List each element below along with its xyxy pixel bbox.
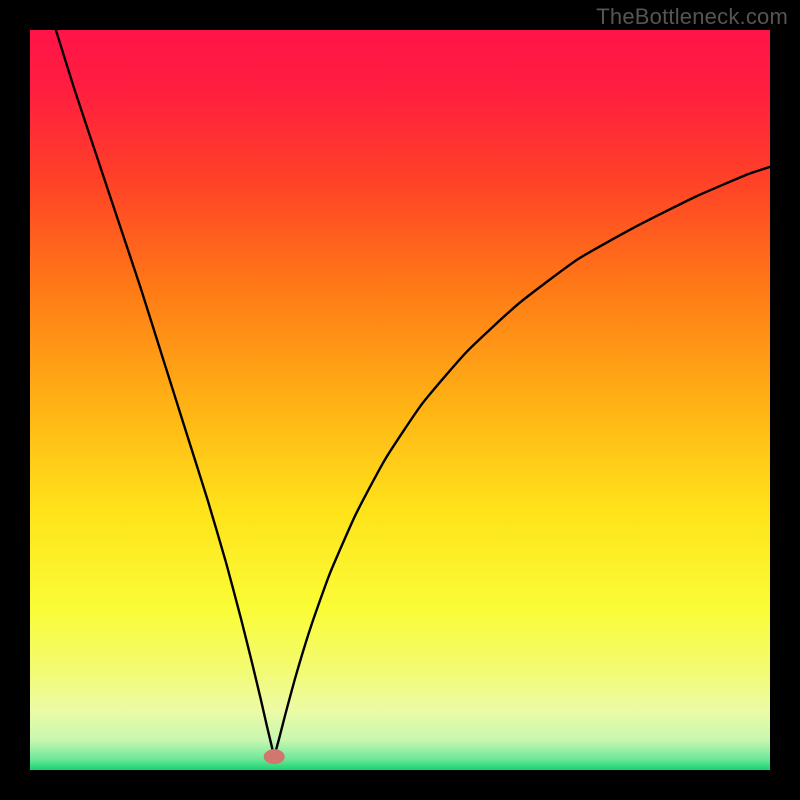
optimal-point-marker xyxy=(264,750,284,764)
bottleneck-chart xyxy=(30,30,770,770)
watermark-label: TheBottleneck.com xyxy=(596,4,788,30)
gradient-background xyxy=(30,30,770,770)
plot-area xyxy=(30,30,770,770)
chart-frame: TheBottleneck.com xyxy=(0,0,800,800)
